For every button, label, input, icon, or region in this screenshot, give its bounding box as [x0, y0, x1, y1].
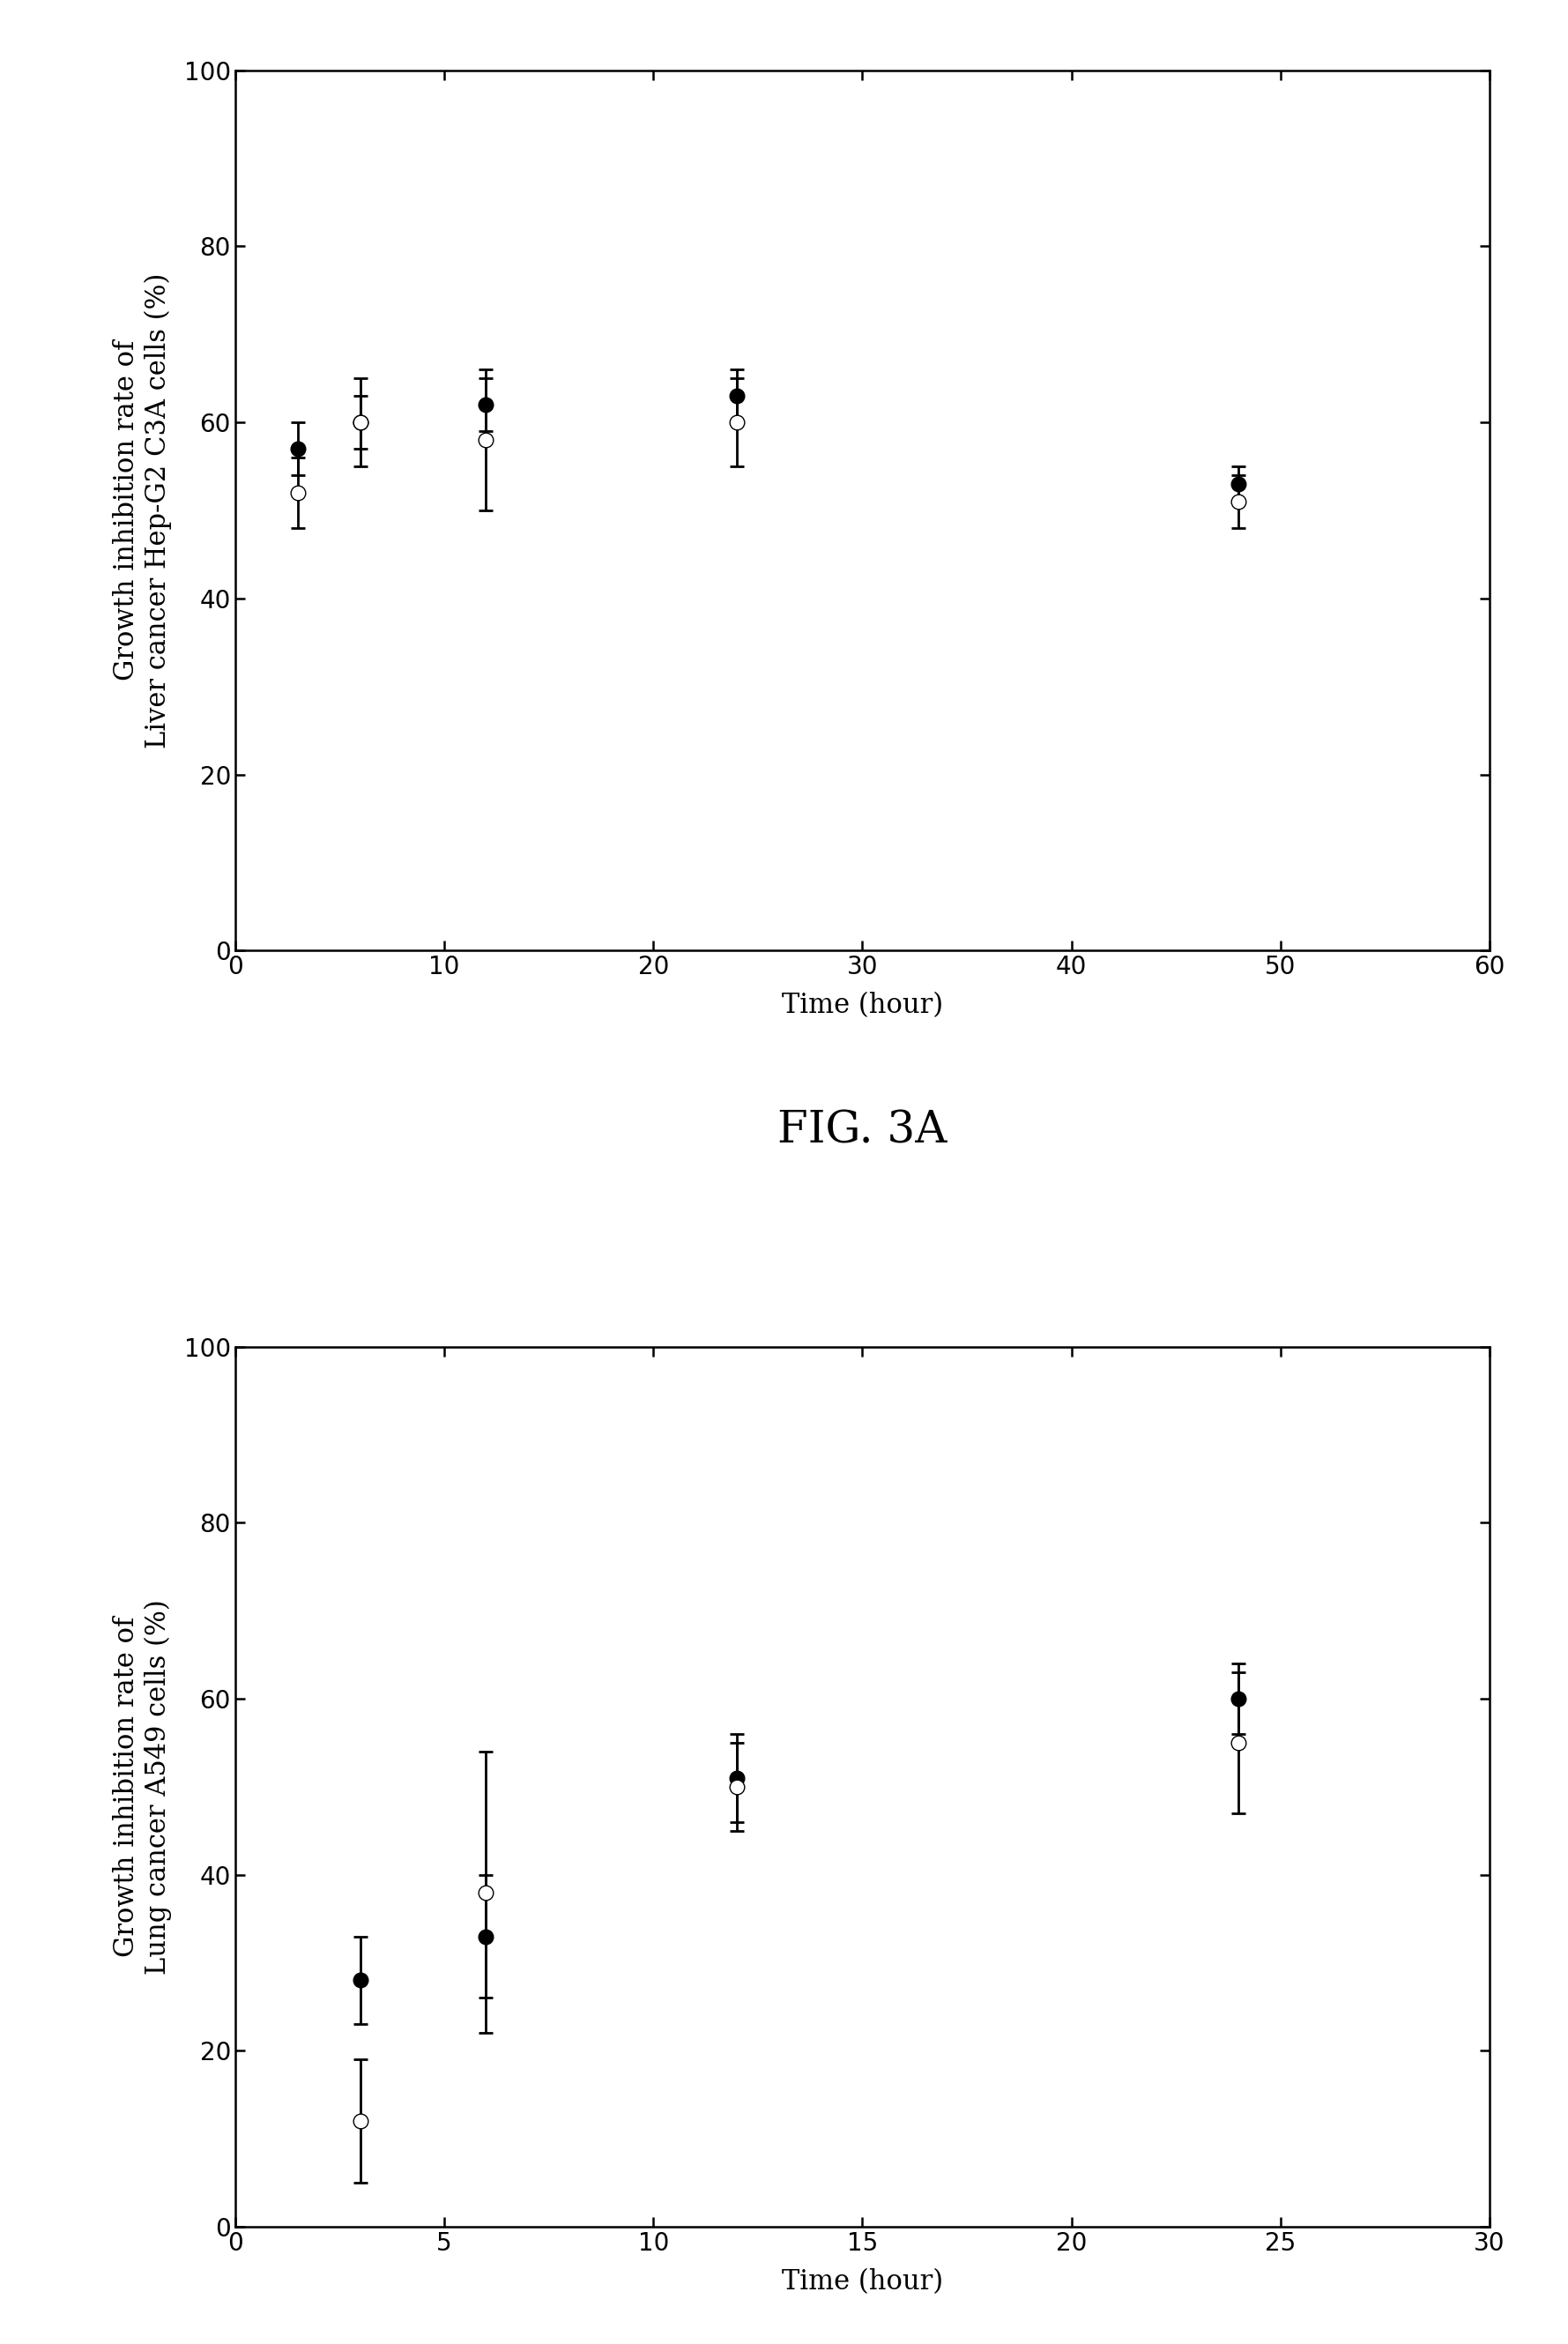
Y-axis label: Growth inhibition rate of
Lung cancer A549 cells (%): Growth inhibition rate of Lung cancer A5… [113, 1599, 172, 1974]
X-axis label: Time (hour): Time (hour) [782, 992, 942, 1020]
Y-axis label: Growth inhibition rate of
Liver cancer Hep-G2 C3A cells (%): Growth inhibition rate of Liver cancer H… [113, 272, 172, 748]
Text: FIG. 3A: FIG. 3A [778, 1109, 947, 1153]
X-axis label: Time (hour): Time (hour) [782, 2269, 942, 2295]
